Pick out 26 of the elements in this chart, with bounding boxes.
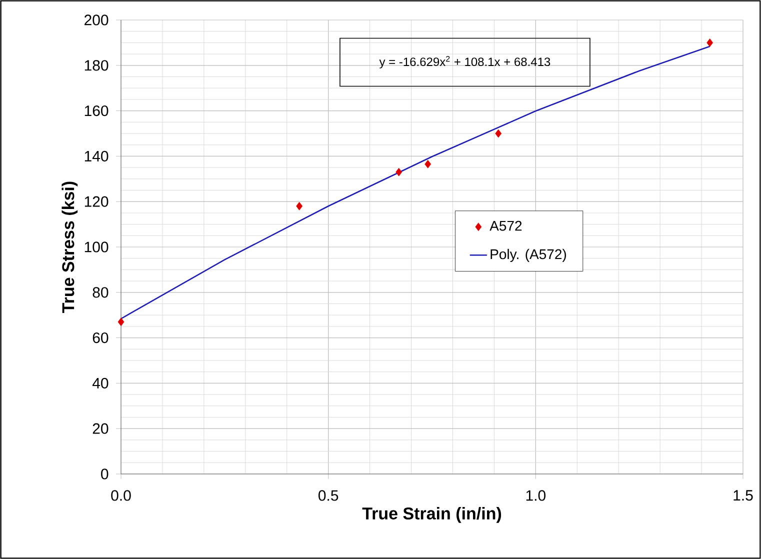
point bbox=[495, 129, 502, 138]
y-tick-label: 20 bbox=[92, 423, 108, 434]
y-tick-label: 140 bbox=[84, 150, 108, 162]
x-axis-title: True Strain (in/in) bbox=[362, 507, 502, 523]
y-tick-label: 180 bbox=[84, 60, 108, 71]
point bbox=[706, 38, 714, 47]
y-tick-label: 80 bbox=[92, 287, 108, 298]
legend-label: Poly. (A572) bbox=[490, 248, 566, 262]
y-tick-label: 160 bbox=[84, 105, 108, 116]
x-tick-label: 1.0 bbox=[526, 490, 546, 501]
annotation: y = -16.629x$^{2}$ + 108.1x + 68.413 bbox=[379, 56, 550, 68]
point bbox=[424, 160, 432, 168]
y-axis-title: True Stress (ksi) bbox=[62, 182, 78, 313]
y-tick-label: 120 bbox=[84, 196, 108, 207]
y-tick-label: 0 bbox=[101, 468, 108, 480]
x-tick-label: 0.5 bbox=[318, 490, 338, 501]
legend-label: A572 bbox=[490, 220, 522, 231]
y-tick-label: 100 bbox=[84, 242, 108, 252]
point bbox=[396, 168, 402, 176]
y-tick-label: 200 bbox=[84, 14, 108, 26]
y-tick-label: 60 bbox=[92, 332, 108, 344]
point bbox=[118, 318, 124, 326]
point bbox=[296, 202, 303, 210]
x-tick-label: 0.0 bbox=[111, 490, 131, 501]
y-tick-label: 40 bbox=[92, 378, 108, 388]
x-tick-label: 1.5 bbox=[734, 490, 753, 501]
